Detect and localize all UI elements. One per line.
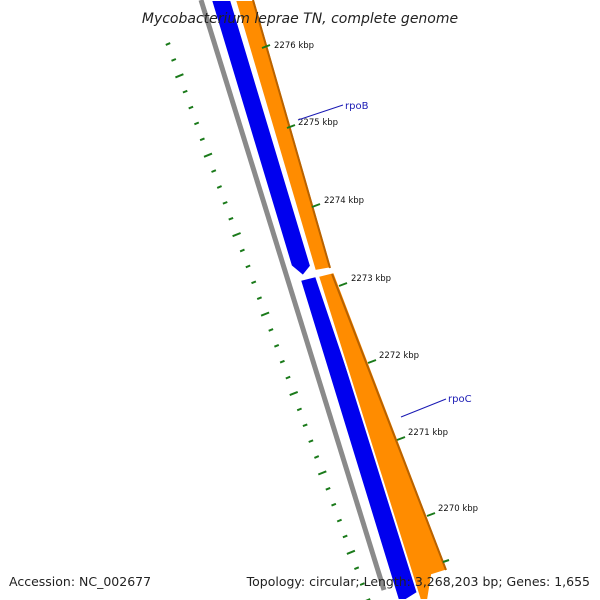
minor-tick (274, 343, 280, 348)
minor-tick (228, 216, 234, 221)
gene-leader-line (400, 398, 447, 418)
genome-summary-text: Topology: circular; Length: 3,268,203 bp… (246, 574, 590, 589)
genome-title: Mycobacterium leprae TN, complete genome (142, 11, 458, 27)
tick-label: 2272 kbp (379, 351, 419, 361)
minor-tick (182, 89, 188, 94)
gene-label-text[interactable]: rpoC (448, 394, 472, 405)
minor-tick (239, 248, 245, 253)
tick-labels: 2276 kbp 2275 kbp 2274 kbp 2273 kbp 2272… (274, 41, 478, 514)
reverse-gene-block-lower (316, 270, 450, 600)
minor-tick (188, 105, 194, 110)
minor-tick (279, 359, 285, 364)
minor-tick-trace (165, 42, 371, 600)
minor-tick (289, 390, 299, 397)
minor-tick (245, 264, 251, 269)
minor-tick (342, 534, 348, 539)
forward-gene-block-lower (298, 274, 424, 600)
accession-text: Accession: NC_002677 (9, 574, 151, 589)
minor-tick (165, 42, 171, 46)
minor-tick (314, 455, 320, 459)
minor-tick (251, 280, 257, 285)
reverse-gene-block-upper (233, 0, 334, 273)
minor-tick (308, 439, 314, 443)
minor-tick (232, 232, 241, 238)
minor-tick (296, 407, 302, 412)
minor-tick (222, 201, 228, 205)
minor-tick (256, 296, 262, 301)
major-ticks (261, 44, 450, 563)
minor-tick (325, 486, 331, 491)
minor-tick (199, 137, 205, 142)
minor-tick (175, 73, 184, 79)
reverse-strand-track (233, 0, 450, 600)
gene-label-text[interactable]: rpoB (345, 101, 369, 112)
minor-tick (268, 328, 274, 332)
minor-tick (216, 185, 222, 189)
forward-gene-block-upper (209, 0, 313, 278)
minor-tick (359, 582, 365, 586)
minor-tick (317, 470, 327, 476)
tick-label: 2270 kbp (438, 504, 478, 514)
minor-tick (203, 152, 213, 158)
tick-label: 2273 kbp (351, 274, 391, 284)
minor-tick (260, 311, 270, 317)
minor-tick (194, 121, 200, 126)
minor-tick (346, 549, 356, 555)
minor-tick (211, 169, 217, 173)
tick-label: 2271 kbp (408, 428, 448, 438)
tick-label: 2275 kbp (298, 118, 338, 128)
minor-tick (285, 375, 291, 380)
tick-label: 2276 kbp (274, 41, 314, 51)
tick-label: 2274 kbp (324, 196, 364, 206)
gene-label-rpoB[interactable]: rpoB (297, 101, 369, 121)
backbone-line (198, 0, 387, 591)
gene-label-rpoC[interactable]: rpoC (400, 394, 472, 418)
minor-tick (354, 566, 360, 571)
minor-tick (365, 598, 371, 600)
minor-tick (171, 58, 177, 62)
minor-tick (331, 502, 337, 507)
forward-strand-track (209, 0, 424, 600)
minor-tick (336, 518, 342, 523)
minor-tick (302, 423, 308, 428)
gene-leader-line (297, 104, 344, 121)
